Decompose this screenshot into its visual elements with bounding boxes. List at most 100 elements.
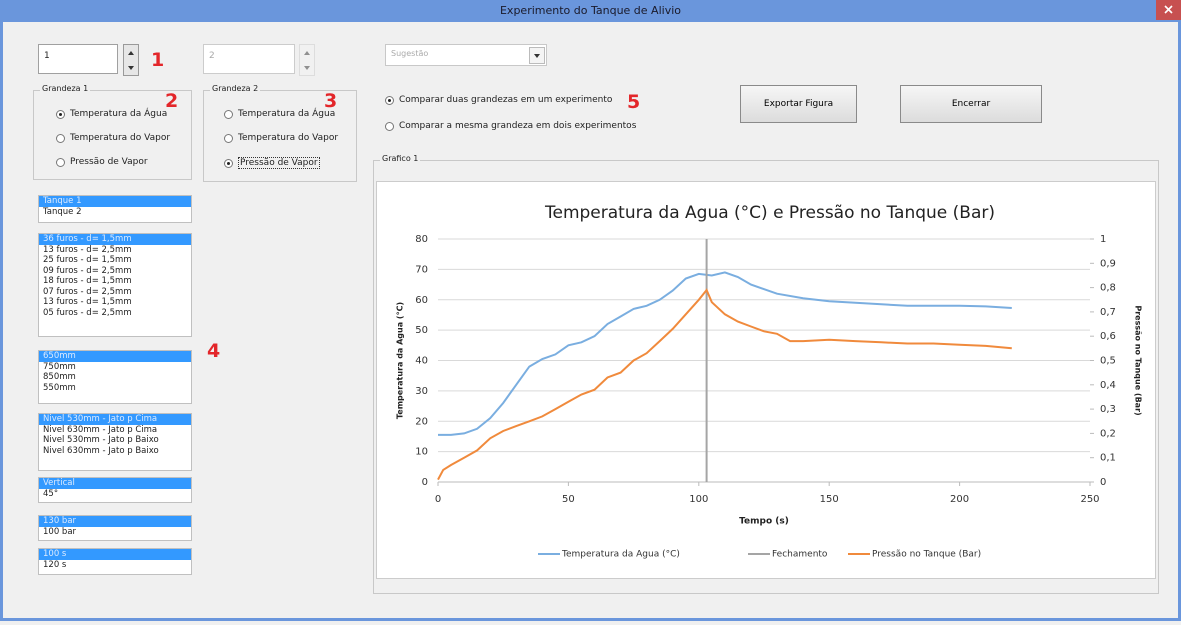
list-box: 100 s 120 s	[38, 548, 192, 575]
window-border	[0, 22, 1181, 621]
radio-circle	[56, 133, 65, 143]
list-item[interactable]: 25 furos - d= 1,5mm	[43, 255, 132, 265]
radio-circle	[224, 109, 233, 119]
radio-circle	[56, 157, 65, 167]
list-item[interactable]: Nivel 630mm - Jato p Baixo	[43, 445, 159, 456]
list-item[interactable]: 09 furos - d= 2,5mm	[43, 265, 132, 276]
list-item[interactable]: Nivel 530mm - Jato p Baixo	[43, 435, 159, 445]
radio-circle	[224, 133, 233, 143]
y-tick-label: 40	[415, 356, 428, 367]
spinbox-2: 2	[203, 44, 295, 74]
mode-options: Comparar duas grandezas em um experiment…	[385, 92, 685, 142]
list-item[interactable]: 750mm	[43, 361, 76, 372]
x-tick-label: 200	[950, 494, 969, 505]
list-item[interactable]: Nivel 530mm - Jato p Cima	[39, 414, 191, 425]
list-item[interactable]: 18 furos - d= 1,5mm	[43, 276, 132, 286]
spinbox-value: 2	[209, 51, 215, 61]
x-tick-label: 50	[562, 494, 575, 505]
list-box: 36 furos - d= 1,5mm 13 furos - d= 2,5mm 25…	[38, 233, 192, 337]
combo-box[interactable]: Sugestão	[385, 44, 547, 66]
marker: 1	[151, 49, 165, 71]
y2-tick-label: 0,5	[1100, 356, 1116, 367]
y2-tick-label: 0,1	[1100, 453, 1116, 464]
close-app-button[interactable]: Encerrar	[900, 85, 1042, 123]
spin-down	[304, 65, 310, 70]
arrow	[534, 53, 540, 58]
radio-option[interactable]: Temperatura da Água	[56, 109, 167, 119]
list-item[interactable]: Tanque 1	[39, 196, 191, 207]
y-tick-label: 60	[415, 295, 428, 306]
x-tick-label: 100	[689, 494, 708, 505]
spin-buttons-2	[299, 44, 315, 76]
list-item[interactable]: 05 furos - d= 2,5mm	[43, 307, 132, 318]
combo-arrow[interactable]	[529, 47, 545, 64]
legend-label: Fechamento	[772, 550, 828, 560]
y-tick-label: 80	[415, 234, 428, 245]
radio-label: Comparar a mesma grandeza em dois experi…	[399, 121, 637, 131]
x-tick-label: 250	[1080, 494, 1099, 505]
list-box: Vertical 45°	[38, 477, 192, 503]
y-tick-label: 20	[415, 416, 428, 427]
list-item[interactable]: 36 furos - d= 1,5mm	[39, 234, 191, 245]
y2-tick-label: 0,9	[1100, 258, 1116, 269]
list-box: Tanque 1 Tanque 2	[38, 195, 192, 223]
radio-label: Pressão de Vapor	[70, 157, 148, 167]
list-item[interactable]: 850mm	[43, 372, 76, 382]
spin-buttons-1[interactable]	[123, 44, 139, 76]
marker: 5	[627, 91, 641, 113]
list-item[interactable]: 13 furos - d= 1,5mm	[43, 297, 132, 307]
y-tick-label: 0	[422, 477, 428, 488]
radio-label: Temperatura da Água	[70, 109, 168, 119]
radio-label: Temperatura do Vapor	[238, 133, 339, 143]
y2-tick-label: 0,7	[1100, 307, 1116, 318]
radio-option[interactable]: Comparar duas grandezas em um experiment…	[385, 95, 612, 105]
x-tick-label: 150	[820, 494, 839, 505]
spinbox-value: 1	[44, 51, 50, 61]
group-title: Grandeza 1	[40, 84, 91, 93]
list-item[interactable]: Nivel 630mm - Jato p Cima	[43, 424, 158, 435]
list-item[interactable]: 13 furos - d= 2,5mm	[43, 244, 132, 255]
y-tick-label: 70	[415, 264, 428, 275]
list-item[interactable]: 130 bar	[39, 516, 191, 527]
export-button[interactable]: Exportar Figura	[740, 85, 857, 123]
list-item[interactable]: 120 s	[43, 559, 67, 570]
radio-circle	[56, 109, 65, 119]
chart: Temperatura da Agua (°C) e Pressão no Ta…	[396, 203, 1143, 560]
spinbox-1[interactable]: 1	[38, 44, 118, 74]
list-item[interactable]: 550mm	[43, 382, 76, 393]
radio-option[interactable]: Temperatura do Vapor	[56, 133, 170, 143]
list-box: 650mm 750mm 850mm 550mm	[38, 350, 192, 404]
radio-option[interactable]: Comparar a mesma grandeza em dois experi…	[385, 121, 636, 131]
group-grandeza-2: Grandeza 2 Temperatura da Água Temperatur…	[203, 84, 357, 182]
list-box: Nivel 530mm - Jato p Cima Nivel 630mm - J…	[38, 413, 192, 471]
spin-down[interactable]	[128, 65, 134, 70]
combo-value: Sugestão	[391, 49, 429, 58]
radio-option[interactable]: Temperatura da Água	[224, 109, 335, 119]
list-item[interactable]: 100 s	[39, 549, 191, 560]
close-icon	[1164, 5, 1173, 14]
data-line	[438, 271, 1012, 436]
marker: 2	[165, 90, 179, 112]
close-button[interactable]	[1156, 0, 1181, 20]
list-item[interactable]: Vertical	[39, 478, 191, 489]
list-box: 130 bar 100 bar	[38, 515, 192, 541]
radio-option[interactable]: Temperatura do Vapor	[224, 133, 338, 143]
radio-option[interactable]: Pressão de Vapor	[224, 157, 320, 169]
legend-label: Temperatura da Agua (°C)	[561, 550, 680, 560]
radio-circle	[385, 95, 394, 105]
list-item[interactable]: 650mm	[39, 351, 191, 362]
y2-tick-label: 0,2	[1100, 428, 1116, 439]
y2-tick-label: 0,3	[1100, 404, 1116, 415]
list-item[interactable]: 100 bar	[43, 526, 77, 537]
list-item[interactable]: 07 furos - d= 2,5mm	[43, 286, 132, 297]
radio-option[interactable]: Pressão de Vapor	[56, 157, 148, 167]
x-tick-label: 0	[435, 494, 441, 505]
list-item[interactable]: Tanque 2	[43, 206, 82, 217]
list-item[interactable]: 45°	[43, 488, 59, 499]
title-bar: Experimento do Tanque de Alivio	[0, 0, 1181, 22]
y2-tick-label: 0,8	[1100, 283, 1116, 294]
spin-up	[304, 50, 310, 55]
y-tick-label: 50	[415, 325, 428, 336]
radio-label: Pressão de Vapor	[238, 157, 320, 169]
spin-up[interactable]	[128, 50, 134, 55]
